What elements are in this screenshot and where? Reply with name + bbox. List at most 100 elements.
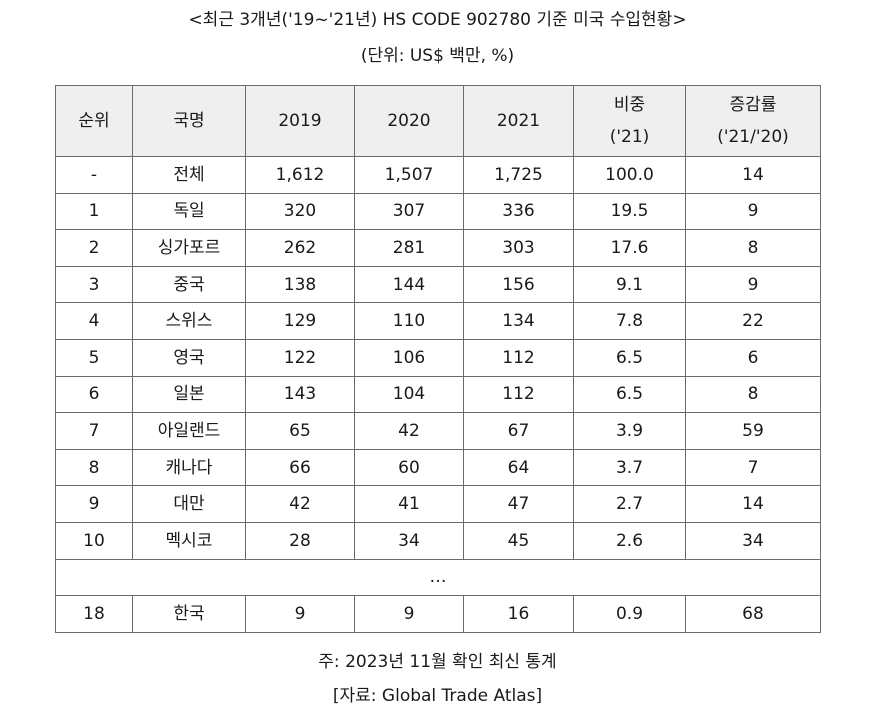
cell-share: 19.5: [573, 192, 686, 231]
cell-2021: 112: [463, 375, 574, 414]
cell-2021: 47: [463, 485, 574, 523]
cell-2021: 112: [463, 338, 574, 377]
cell-2020: 281: [354, 229, 464, 267]
cell-country: 대만: [132, 485, 246, 523]
cell-change: 59: [685, 412, 821, 450]
cell-change: 6: [685, 338, 821, 377]
table-row: 7 아일랜드 65 42 67 3.9 59: [55, 412, 821, 450]
cell-country: 아일랜드: [132, 412, 246, 450]
table-row-korea: 18 한국 9 9 16 0.9 68: [55, 595, 821, 633]
header-share: 비중 ('21): [573, 85, 686, 157]
cell-share: 9.1: [573, 265, 686, 304]
cell-2021: 336: [463, 192, 574, 231]
cell-share: 6.5: [573, 338, 686, 377]
cell-2021: 16: [463, 595, 574, 633]
header-2020: 2020: [354, 85, 464, 157]
cell-2020: 106: [354, 338, 464, 377]
cell-2020: 307: [354, 192, 464, 231]
cell-rank: 9: [55, 485, 133, 523]
cell-2020: 9: [354, 595, 464, 633]
cell-country: 스위스: [132, 302, 246, 340]
header-row: 순위 국명 2019 2020 2021 비중 ('21) 증감률 ('21/'…: [55, 85, 821, 157]
cell-rank: 7: [55, 412, 133, 450]
cell-change: 9: [685, 192, 821, 231]
cell-change: 68: [685, 595, 821, 633]
cell-rank: 10: [55, 521, 133, 560]
cell-rank: 1: [55, 192, 133, 231]
cell-2019: 28: [245, 521, 355, 560]
ellipsis-row: …: [55, 558, 821, 597]
cell-change: 8: [685, 229, 821, 267]
cell-2019: 65: [245, 412, 355, 450]
cell-2019: 143: [245, 375, 355, 414]
cell-share: 2.7: [573, 485, 686, 523]
cell-share: 100.0: [573, 156, 686, 194]
cell-2020: 110: [354, 302, 464, 340]
cell-country: 일본: [132, 375, 246, 414]
table-row: 4 스위스 129 110 134 7.8 22: [55, 302, 821, 340]
cell-share: 2.6: [573, 521, 686, 560]
source-citation: [자료: Global Trade Atlas]: [332, 686, 543, 706]
cell-2020: 104: [354, 375, 464, 414]
table-row: 9 대만 42 41 47 2.7 14: [55, 485, 821, 523]
cell-2021: 1,725: [463, 156, 574, 194]
cell-2021: 134: [463, 302, 574, 340]
cell-2019: 320: [245, 192, 355, 231]
import-status-table: 순위 국명 2019 2020 2021 비중 ('21) 증감률 ('21/'…: [55, 85, 821, 633]
cell-2019: 138: [245, 265, 355, 304]
cell-country: 멕시코: [132, 521, 246, 560]
unit-caption: (단위: US$ 백만, %): [360, 46, 515, 66]
cell-country: 독일: [132, 192, 246, 231]
cell-2019: 122: [245, 338, 355, 377]
cell-share: 17.6: [573, 229, 686, 267]
cell-2021: 45: [463, 521, 574, 560]
table-row: 6 일본 143 104 112 6.5 8: [55, 375, 821, 414]
cell-change: 34: [685, 521, 821, 560]
cell-rank: 2: [55, 229, 133, 267]
footnote: 주: 2023년 11월 확인 최신 통계: [318, 652, 557, 672]
header-2019: 2019: [245, 85, 355, 157]
table-row: 3 중국 138 144 156 9.1 9: [55, 265, 821, 304]
cell-rank: 6: [55, 375, 133, 414]
table-row: 5 영국 122 106 112 6.5 6: [55, 338, 821, 377]
cell-country: 영국: [132, 338, 246, 377]
cell-share: 3.7: [573, 448, 686, 487]
cell-2020: 60: [354, 448, 464, 487]
cell-rank: 18: [55, 595, 133, 633]
table-body: - 전체 1,612 1,507 1,725 100.0 14 1 독일 320…: [55, 156, 821, 633]
header-share-year: ('21): [609, 127, 650, 147]
cell-country: 캐나다: [132, 448, 246, 487]
cell-share: 3.9: [573, 412, 686, 450]
header-2021: 2021: [463, 85, 574, 157]
cell-2021: 156: [463, 265, 574, 304]
cell-share: 0.9: [573, 595, 686, 633]
table-row: - 전체 1,612 1,507 1,725 100.0 14: [55, 156, 821, 194]
ellipsis-cell: …: [55, 558, 821, 597]
cell-2021: 64: [463, 448, 574, 487]
cell-country: 싱가포르: [132, 229, 246, 267]
cell-2019: 1,612: [245, 156, 355, 194]
cell-country: 중국: [132, 265, 246, 304]
cell-change: 14: [685, 156, 821, 194]
cell-change: 14: [685, 485, 821, 523]
cell-2019: 262: [245, 229, 355, 267]
cell-rank: 5: [55, 338, 133, 377]
cell-2021: 303: [463, 229, 574, 267]
cell-change: 7: [685, 448, 821, 487]
table-row: 10 멕시코 28 34 45 2.6 34: [55, 521, 821, 560]
cell-country: 전체: [132, 156, 246, 194]
table-row: 1 독일 320 307 336 19.5 9: [55, 192, 821, 231]
table-title: <최근 3개년('19~'21년) HS CODE 902780 기준 미국 수…: [188, 10, 687, 30]
cell-2019: 9: [245, 595, 355, 633]
cell-2020: 34: [354, 521, 464, 560]
cell-change: 22: [685, 302, 821, 340]
cell-2019: 42: [245, 485, 355, 523]
cell-rank: -: [55, 156, 133, 194]
header-rank: 순위: [55, 85, 133, 157]
cell-rank: 8: [55, 448, 133, 487]
header-change-period: ('21/'20): [717, 127, 789, 147]
cell-2020: 41: [354, 485, 464, 523]
table-row: 2 싱가포르 262 281 303 17.6 8: [55, 229, 821, 267]
cell-share: 7.8: [573, 302, 686, 340]
